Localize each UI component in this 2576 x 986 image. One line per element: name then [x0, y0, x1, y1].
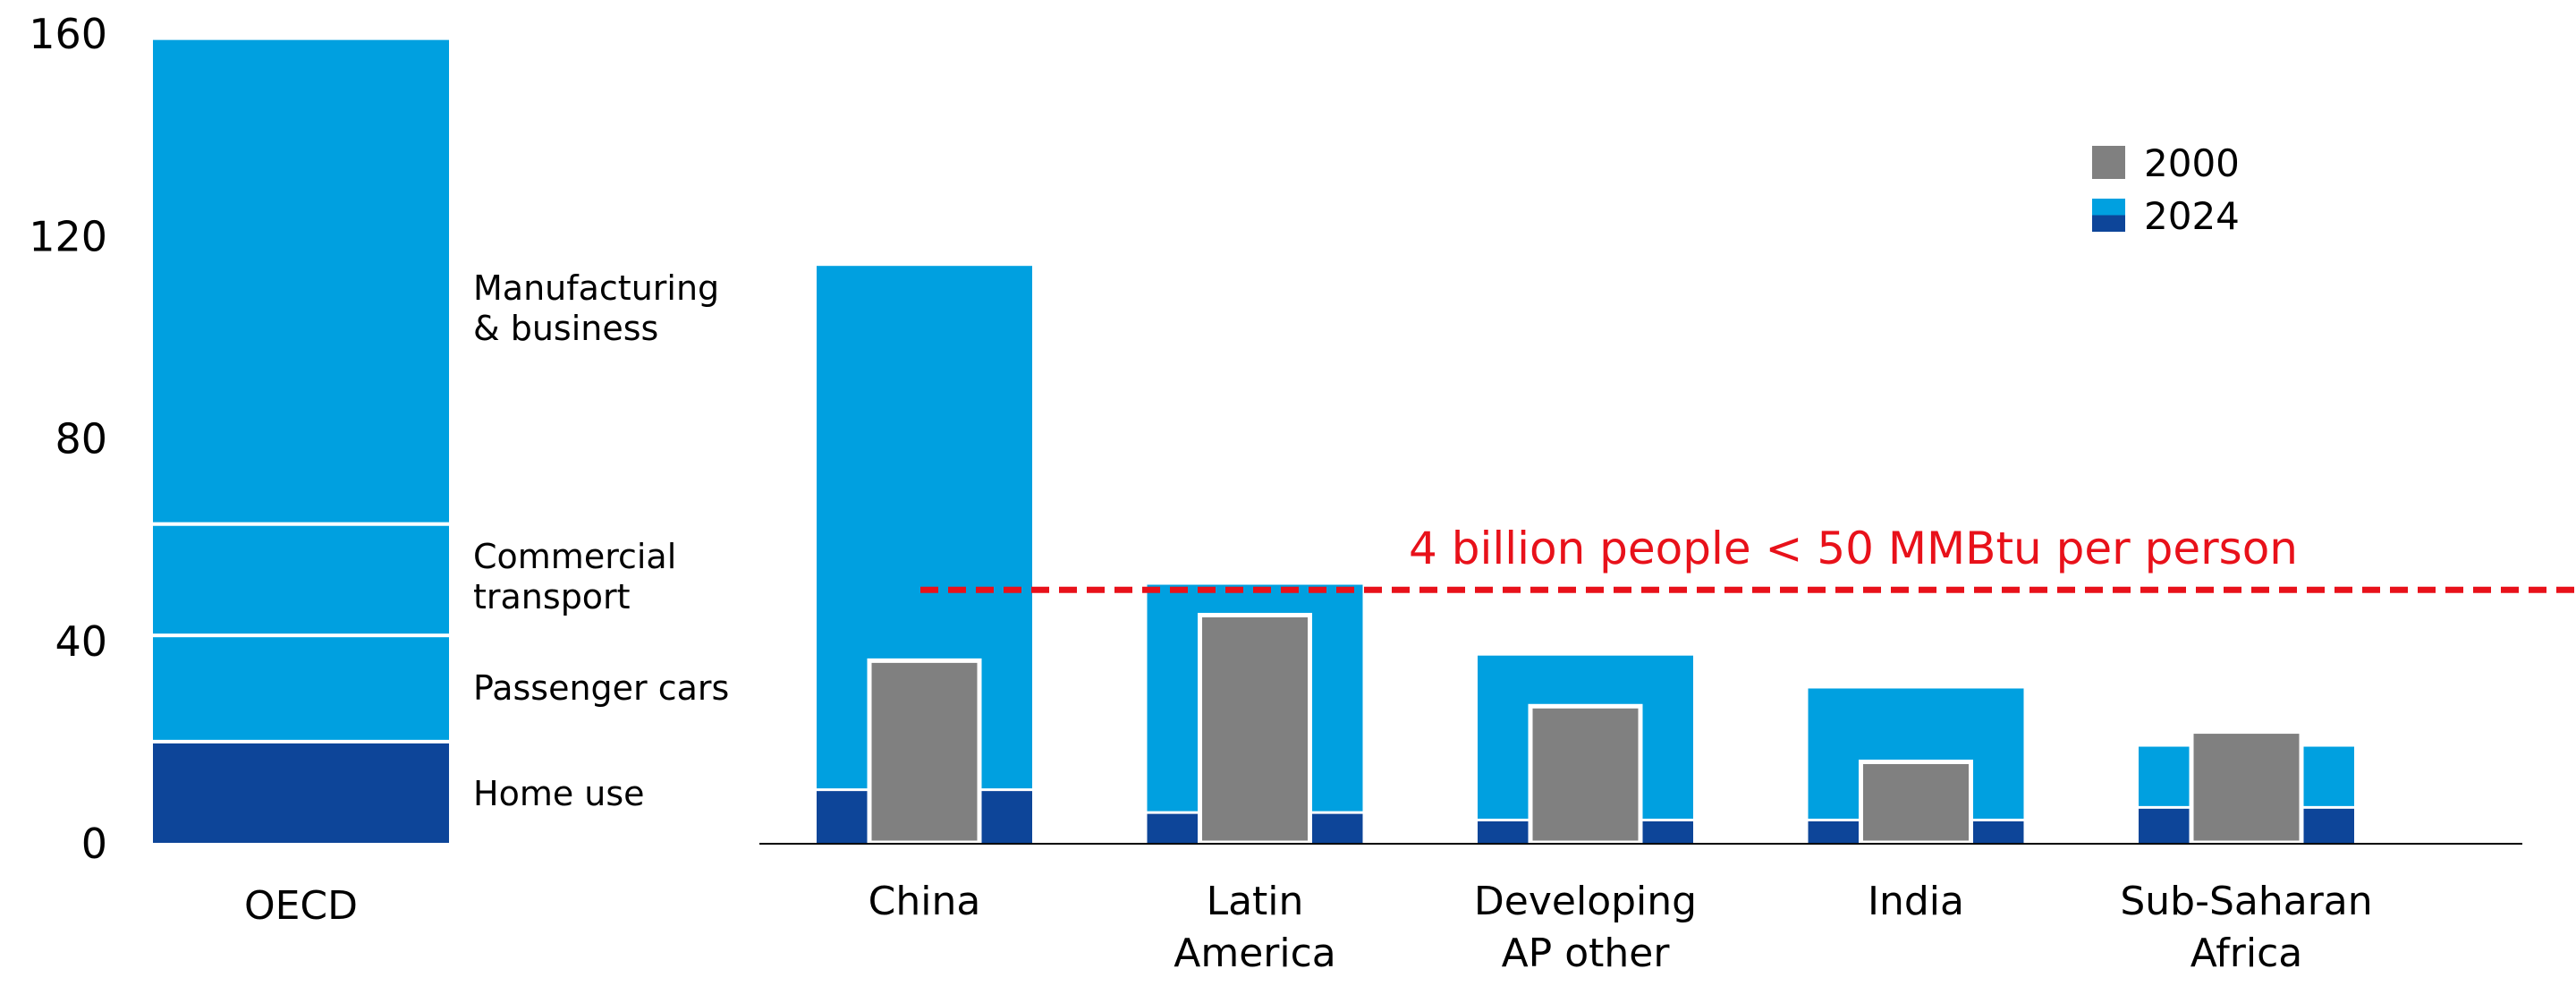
legend: 2000 2024: [2092, 141, 2240, 238]
y-tick-label: 40: [55, 617, 107, 666]
y-tick-label: 120: [29, 212, 107, 260]
segment-label: Commercial: [473, 537, 676, 576]
segment-label: Manufacturing: [473, 268, 719, 308]
category-label: Developing: [1474, 879, 1697, 924]
threshold-label: 4 billion people < 50 MMBtu per person: [1409, 523, 2298, 574]
segment-label: Home use: [473, 774, 645, 813]
category-label: India: [1868, 879, 1964, 924]
bar-2000: [1528, 703, 1643, 846]
region-bar-group: Developing AP other: [1474, 655, 1697, 976]
y-tick-label: 80: [55, 415, 107, 463]
category-label: OECD: [244, 883, 358, 929]
category-label: China: [869, 879, 981, 924]
bar-2000: [2189, 729, 2304, 846]
bar-2000: [1859, 760, 1973, 846]
region-bar-group: China: [817, 266, 1032, 924]
oecd-segment-bar: [153, 39, 449, 524]
category-label: Latin: [1207, 879, 1304, 924]
segment-label: transport: [473, 577, 631, 616]
bar-2000: [867, 658, 982, 846]
region-bars: China Latin America Developing AP other India…: [817, 266, 2373, 976]
segment-label: & business: [473, 309, 658, 348]
region-bar-group: Latin America: [1147, 584, 1363, 976]
segment-label: Passenger cars: [473, 668, 729, 708]
legend-swatch-2024-dark: [2092, 215, 2125, 232]
oecd-segment-bar: [153, 741, 449, 843]
legend-swatch-2000: [2092, 146, 2125, 179]
category-label: AP other: [1502, 931, 1671, 976]
oecd-segment-bar: [153, 525, 449, 636]
legend-label: 2000: [2144, 141, 2240, 185]
legend-swatch-2024-light: [2092, 199, 2125, 216]
oecd-segment-bar: [153, 637, 449, 742]
bar-2000: [1198, 612, 1312, 846]
region-bar-group: Sub-Saharan Africa: [2120, 729, 2373, 976]
category-label: Sub-Saharan: [2120, 879, 2372, 924]
category-label: Africa: [2190, 931, 2303, 976]
oecd-stacked-bar: Home use Passenger cars Commercialtranspor…: [153, 39, 729, 929]
y-axis: 0 40 80 120 160: [29, 10, 107, 868]
y-tick-label: 160: [29, 10, 107, 58]
category-label: America: [1174, 931, 1336, 976]
y-tick-label: 0: [81, 820, 107, 868]
threshold-annotation: 4 billion people < 50 MMBtu per person: [920, 523, 2576, 593]
region-bar-group: India: [1808, 688, 2024, 924]
legend-label: 2024: [2144, 194, 2240, 238]
